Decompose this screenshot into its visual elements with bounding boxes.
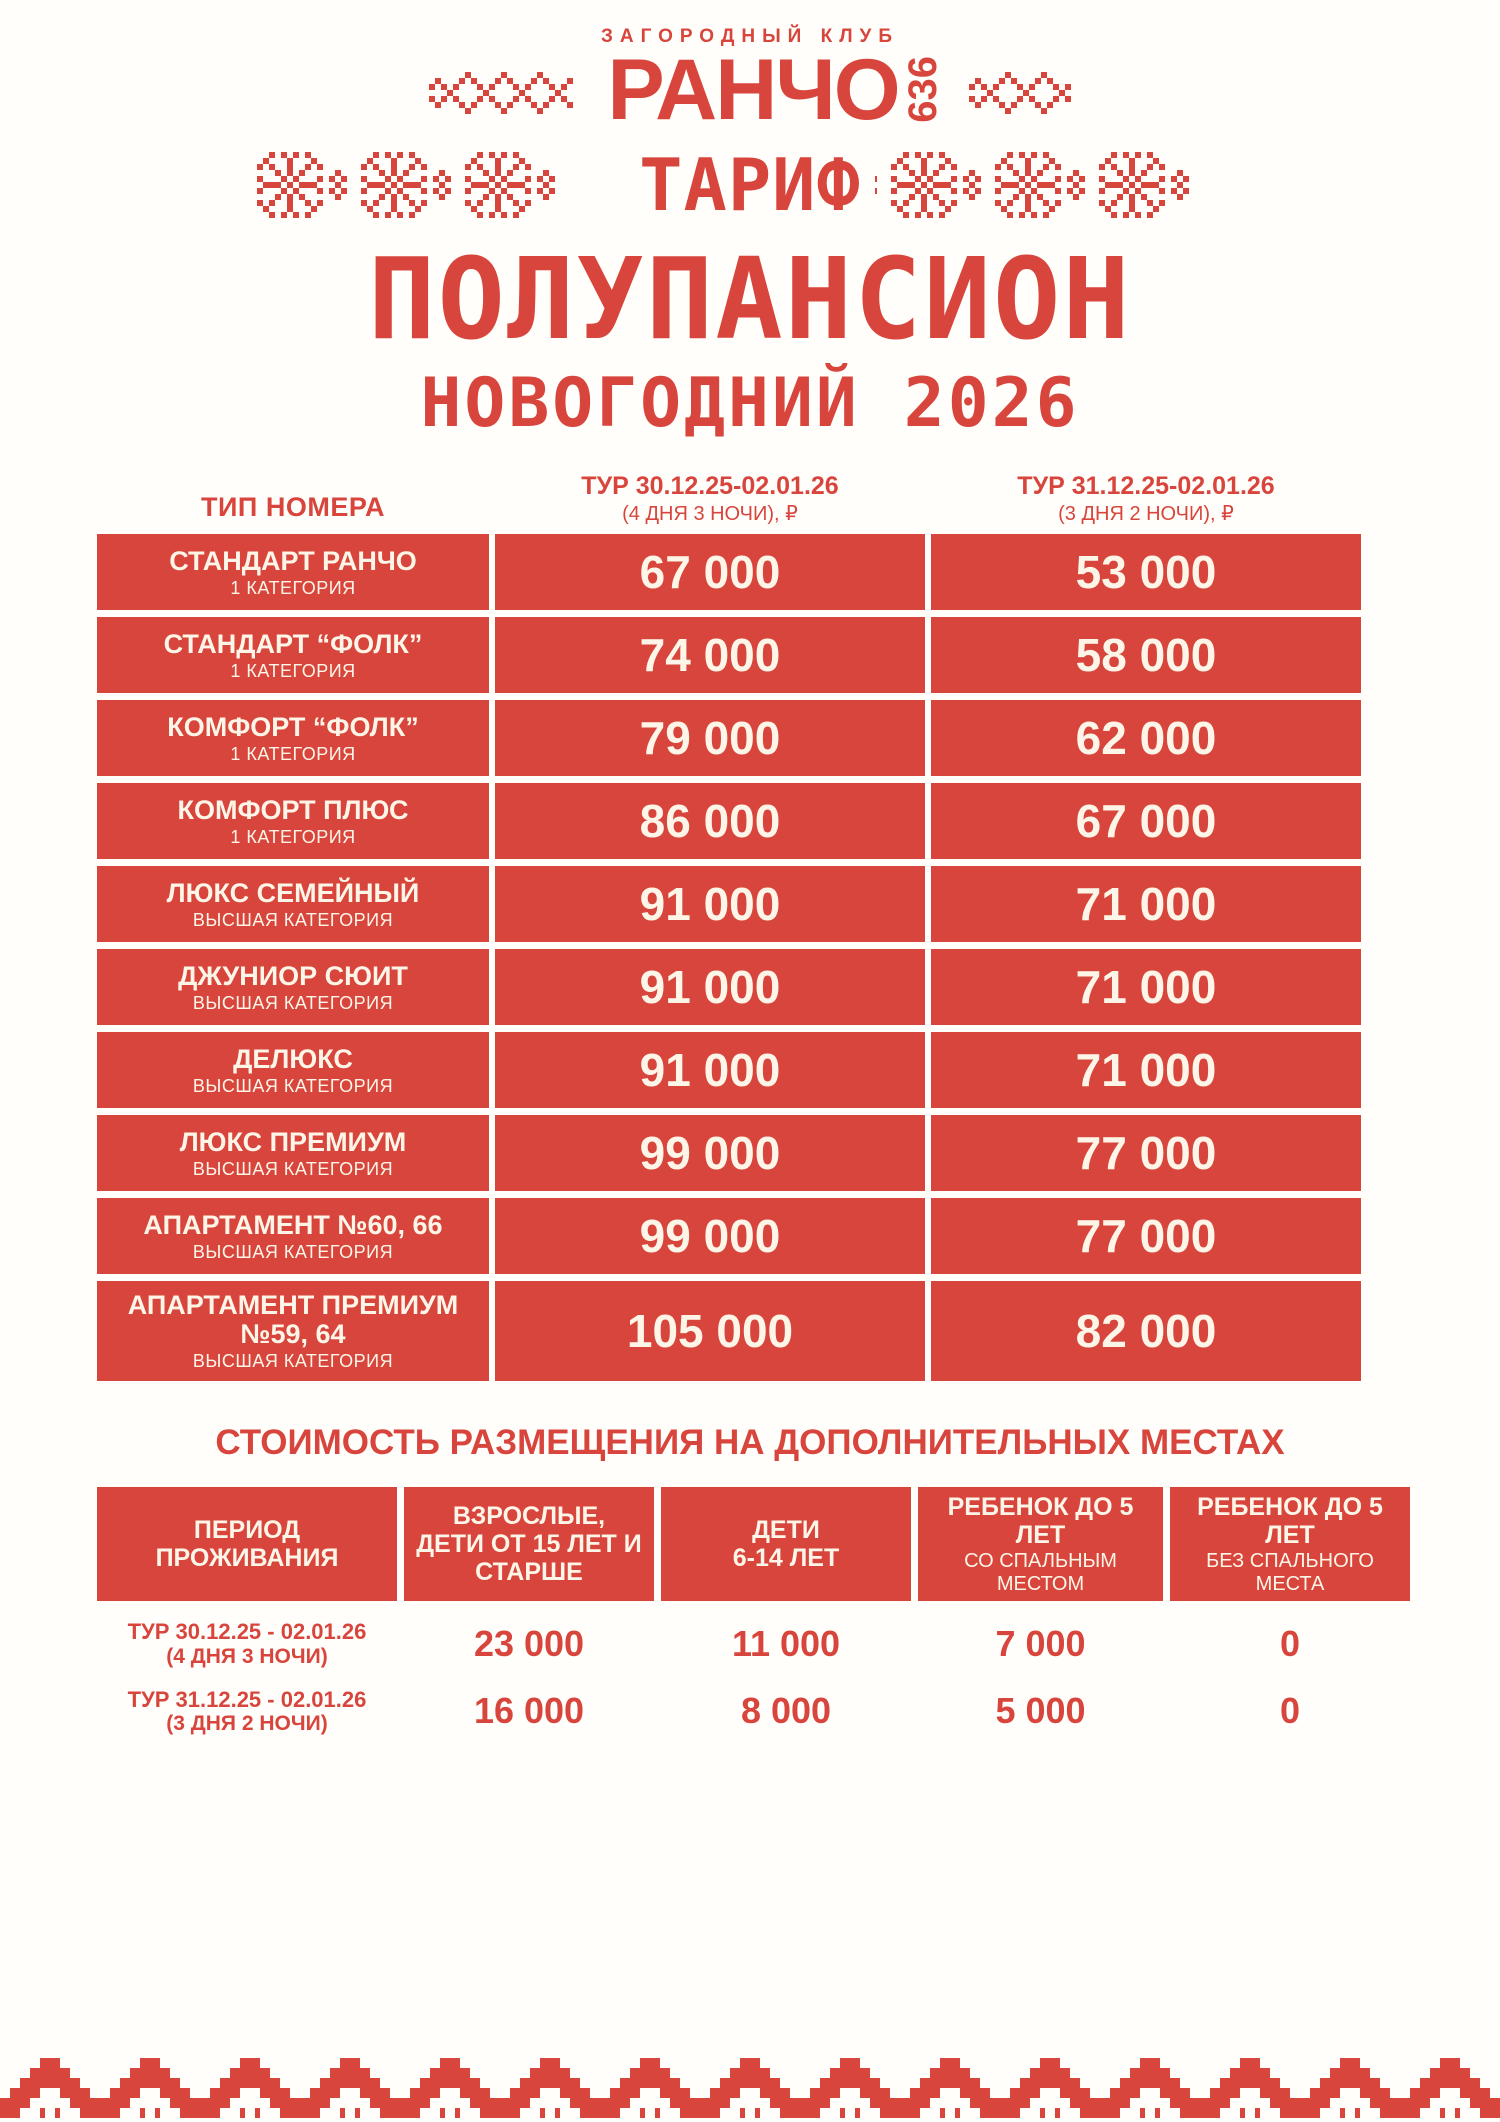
extra-child-with-bed-value: 7 000 xyxy=(995,1622,1086,1664)
table-row: КОМФОРТ ПЛЮС 1 КАТЕГОРИЯ 86 000 67 000 xyxy=(97,783,1403,860)
folk-star-ornament-left-icon xyxy=(245,142,625,228)
price-cell-tour2: 53 000 xyxy=(931,534,1361,611)
room-type-cell: КОМФОРТ “ФОЛК” 1 КАТЕГОРИЯ xyxy=(97,700,489,777)
column-header-children: ДЕТИ 6-14 ЛЕТ xyxy=(661,1487,911,1602)
room-type-cell: КОМФОРТ ПЛЮС 1 КАТЕГОРИЯ xyxy=(97,783,489,860)
room-type-cell: ЛЮКС СЕМЕЙНЫЙ ВЫСШАЯ КАТЕГОРИЯ xyxy=(97,866,489,943)
table-row: СТАНДАРТ РАНЧО 1 КАТЕГОРИЯ 67 000 53 000 xyxy=(97,534,1403,611)
price-cell-tour1: 74 000 xyxy=(495,617,925,694)
table-row: КОМФОРТ “ФОЛК” 1 КАТЕГОРИЯ 79 000 62 000 xyxy=(97,700,1403,777)
tariff-row: ТАРИФ xyxy=(0,142,1500,228)
extra-beds-table: ПЕРИОД ПРОЖИВАНИЯ ВЗРОСЛЫЕ, ДЕТИ ОТ 15 Л… xyxy=(97,1487,1410,1736)
column-header-tour1: ТУР 30.12.25-02.01.26 (4 ДНЯ 3 НОЧИ), ₽ xyxy=(581,471,839,526)
column-header-adults: ВЗРОСЛЫЕ, ДЕТИ ОТ 15 ЛЕТ И СТАРШЕ xyxy=(404,1487,654,1602)
table-header-row: ТИП НОМЕРА ТУР 30.12.25-02.01.26 (4 ДНЯ … xyxy=(97,472,1403,527)
table-row: ЛЮКС ПРЕМИУМ ВЫСШАЯ КАТЕГОРИЯ 99 000 77 … xyxy=(97,1115,1403,1192)
folk-zigzag-border-icon xyxy=(0,2044,1500,2122)
table-row: ДЖУНИОР СЮИТ ВЫСШАЯ КАТЕГОРИЯ 91 000 71 … xyxy=(97,949,1403,1026)
price-cell-tour1: 105 000 xyxy=(495,1281,925,1382)
brand-row: РАНЧО 636 xyxy=(425,42,1075,138)
price-cell-tour2: 71 000 xyxy=(931,1032,1361,1109)
price-cell-tour1: 67 000 xyxy=(495,534,925,611)
brand-number: 636 xyxy=(900,56,945,123)
extra-children-value: 11 000 xyxy=(731,1622,841,1664)
price-cell-tour1: 79 000 xyxy=(495,700,925,777)
extra-child-without-bed-value: 0 xyxy=(1279,1690,1301,1732)
room-type-cell: ДЕЛЮКС ВЫСШАЯ КАТЕГОРИЯ xyxy=(97,1032,489,1109)
room-type-cell: ДЖУНИОР СЮИТ ВЫСШАЯ КАТЕГОРИЯ xyxy=(97,949,489,1026)
price-cell-tour2: 58 000 xyxy=(931,617,1361,694)
price-cell-tour1: 86 000 xyxy=(495,783,925,860)
column-header-period: ПЕРИОД ПРОЖИВАНИЯ xyxy=(97,1487,397,1602)
room-type-cell: ЛЮКС ПРЕМИУМ ВЫСШАЯ КАТЕГОРИЯ xyxy=(97,1115,489,1192)
price-cell-tour1: 99 000 xyxy=(495,1198,925,1275)
extra-child-without-bed-value: 0 xyxy=(1279,1622,1301,1664)
price-cell-tour2: 82 000 xyxy=(931,1281,1361,1382)
price-cell-tour2: 71 000 xyxy=(931,949,1361,1026)
price-cell-tour2: 67 000 xyxy=(931,783,1361,860)
price-cell-tour1: 91 000 xyxy=(495,1032,925,1109)
price-cell-tour2: 77 000 xyxy=(931,1115,1361,1192)
table-row: АПАРТАМЕНТ ПРЕМИУМ №59, 64 ВЫСШАЯ КАТЕГО… xyxy=(97,1281,1403,1382)
price-cell-tour2: 77 000 xyxy=(931,1198,1361,1275)
extra-period-cell: ТУР 30.12.25 - 02.01.26 (4 ДНЯ 3 НОЧИ) xyxy=(127,1619,367,1668)
room-type-cell: СТАНДАРТ РАНЧО 1 КАТЕГОРИЯ xyxy=(97,534,489,611)
tariff-label: ТАРИФ xyxy=(639,142,861,227)
page-subtitle: НОВОГОДНИЙ 2026 xyxy=(420,363,1080,443)
price-cell-tour1: 91 000 xyxy=(495,866,925,943)
table-row: ЛЮКС СЕМЕЙНЫЙ ВЫСШАЯ КАТЕГОРИЯ 91 000 71… xyxy=(97,866,1403,943)
price-cell-tour2: 71 000 xyxy=(931,866,1361,943)
extra-adults-value: 23 000 xyxy=(473,1622,585,1664)
price-cell-tour1: 99 000 xyxy=(495,1115,925,1192)
extra-children-value: 8 000 xyxy=(740,1690,832,1732)
folk-star-ornament-right-icon xyxy=(874,142,1255,228)
folk-x-ornament-left-icon xyxy=(425,60,585,122)
brand-header: ЗАГОРОДНЫЙ КЛУБ xyxy=(0,0,1500,138)
price-cell-tour1: 91 000 xyxy=(495,949,925,1026)
column-header-room-type: ТИП НОМЕРА xyxy=(201,491,385,522)
room-price-table: ТИП НОМЕРА ТУР 30.12.25-02.01.26 (4 ДНЯ … xyxy=(97,472,1403,1382)
extra-period-cell: ТУР 31.12.25 - 02.01.26 (3 ДНЯ 2 НОЧИ) xyxy=(127,1686,367,1735)
folk-x-ornament-right-icon xyxy=(965,60,1075,122)
brand-name: РАНЧО 636 xyxy=(607,42,945,138)
extra-adults-value: 16 000 xyxy=(473,1690,585,1732)
price-cell-tour2: 62 000 xyxy=(931,700,1361,777)
extra-child-with-bed-value: 5 000 xyxy=(995,1690,1086,1732)
table-row: АПАРТАМЕНТ №60, 66 ВЫСШАЯ КАТЕГОРИЯ 99 0… xyxy=(97,1198,1403,1275)
brand-kicker: ЗАГОРОДНЫЙ КЛУБ xyxy=(600,26,900,47)
room-type-cell: АПАРТАМЕНТ №60, 66 ВЫСШАЯ КАТЕГОРИЯ xyxy=(97,1198,489,1275)
page-title: ПОЛУПАНСИОН xyxy=(368,234,1132,365)
table-row: ДЕЛЮКС ВЫСШАЯ КАТЕГОРИЯ 91 000 71 000 xyxy=(97,1032,1403,1109)
room-type-cell: СТАНДАРТ “ФОЛК” 1 КАТЕГОРИЯ xyxy=(97,617,489,694)
room-type-cell: АПАРТАМЕНТ ПРЕМИУМ №59, 64 ВЫСШАЯ КАТЕГО… xyxy=(97,1281,489,1382)
extra-table-row: ТУР 31.12.25 - 02.01.26 (3 ДНЯ 2 НОЧИ) 1… xyxy=(97,1687,1403,1736)
table-row: СТАНДАРТ “ФОЛК” 1 КАТЕГОРИЯ 74 000 58 00… xyxy=(97,617,1403,694)
column-header-child-with-bed: РЕБЕНОК ДО 5 ЛЕТ СО СПАЛЬНЫМ МЕСТОМ xyxy=(918,1487,1163,1602)
brand-name-text: РАНЧО xyxy=(607,42,900,138)
extra-beds-section-title: СТОИМОСТЬ РАЗМЕЩЕНИЯ НА ДОПОЛНИТЕЛЬНЫХ М… xyxy=(215,1423,1285,1463)
column-header-tour2: ТУР 31.12.25-02.01.26 (3 ДНЯ 2 НОЧИ), ₽ xyxy=(1017,471,1275,526)
extra-table-header-row: ПЕРИОД ПРОЖИВАНИЯ ВЗРОСЛЫЕ, ДЕТИ ОТ 15 Л… xyxy=(97,1487,1410,1602)
column-header-child-without-bed: РЕБЕНОК ДО 5 ЛЕТ БЕЗ СПАЛЬНОГО МЕСТА xyxy=(1170,1487,1410,1602)
extra-table-row: ТУР 30.12.25 - 02.01.26 (4 ДНЯ 3 НОЧИ) 2… xyxy=(97,1619,1403,1668)
